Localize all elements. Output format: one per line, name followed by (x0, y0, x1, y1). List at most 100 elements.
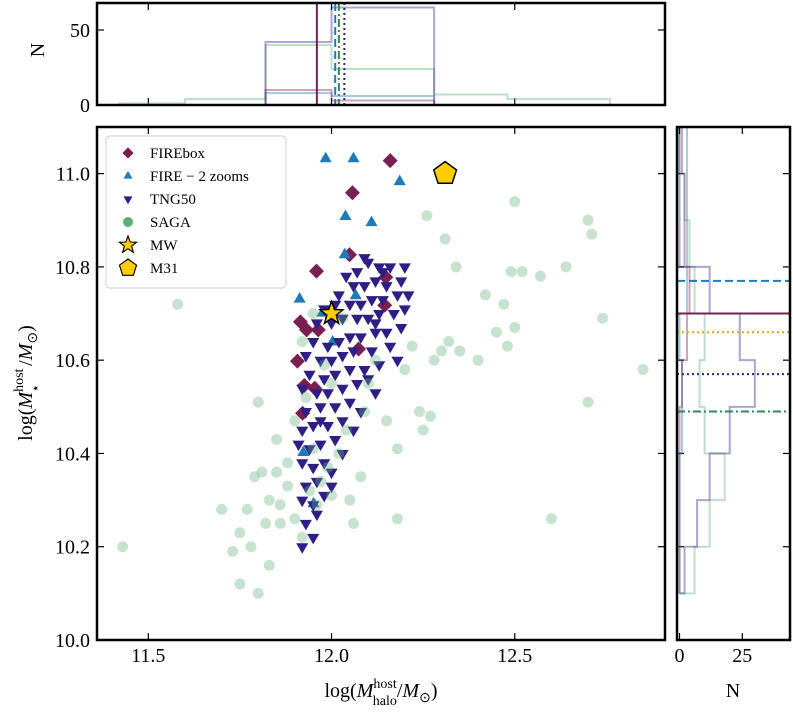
point (256, 466, 268, 478)
top-y-label: N (27, 43, 49, 57)
point (296, 426, 309, 438)
point (332, 291, 345, 302)
point (310, 477, 323, 489)
point (282, 457, 294, 469)
label-part: M (401, 680, 420, 702)
point (450, 261, 462, 273)
point (325, 356, 338, 368)
y-tick-label: 10.4 (55, 443, 90, 465)
y-tick-label: 50 (70, 20, 90, 42)
point (347, 151, 360, 163)
point (318, 491, 331, 503)
x-tick-label: 0 (675, 645, 685, 667)
point (472, 354, 484, 366)
point (358, 282, 371, 293)
point (310, 389, 323, 400)
point (339, 209, 352, 220)
point (395, 277, 408, 288)
point (439, 233, 451, 245)
x-tick-label: 25 (732, 645, 752, 667)
point (271, 433, 283, 445)
point (365, 296, 378, 307)
x-tick-label: 12.0 (314, 645, 349, 667)
right-x-label: N (726, 680, 740, 702)
point (391, 513, 403, 525)
point (336, 352, 349, 363)
point (344, 185, 360, 201)
legend: FIREbox FIRE − 2 zooms TNG50 SAGA MW M31 (105, 135, 287, 289)
point (325, 482, 338, 494)
point (318, 299, 345, 326)
point (304, 485, 316, 497)
x-axis-label: log(Mhost halo/M⊙) (325, 677, 438, 709)
point (303, 445, 316, 456)
point (395, 324, 408, 335)
histogram (264, 92, 436, 105)
point (351, 380, 364, 391)
point (260, 517, 272, 529)
point (365, 215, 378, 227)
y-axis-label: log(Mhost ⋆/M⊙) (12, 325, 44, 441)
point (329, 370, 342, 382)
point (289, 513, 301, 525)
label-part: log( (325, 680, 358, 702)
point (299, 408, 312, 419)
point (326, 378, 338, 389)
point (311, 499, 323, 511)
point (582, 396, 594, 408)
point (318, 375, 331, 386)
point (307, 443, 319, 455)
point (443, 336, 455, 348)
point (296, 336, 308, 348)
legend-label: SAGA (150, 215, 191, 231)
point (338, 247, 351, 259)
point (216, 503, 228, 515)
point (263, 559, 275, 571)
point (336, 314, 349, 326)
point (307, 533, 320, 545)
point (318, 459, 331, 470)
point (241, 503, 253, 515)
point (117, 541, 129, 553)
point (391, 356, 404, 368)
x-tick-label: 11.5 (131, 645, 165, 667)
point (296, 459, 309, 470)
point (380, 328, 393, 340)
point (340, 424, 352, 436)
point (321, 342, 334, 354)
point (234, 578, 246, 590)
point (252, 396, 264, 408)
point (326, 489, 338, 501)
point (249, 471, 261, 483)
point (365, 347, 378, 358)
main-panel (117, 151, 649, 599)
point (349, 288, 362, 300)
axes-frame (675, 125, 792, 642)
axes-frame (95, 1, 667, 107)
point (343, 300, 356, 312)
point (234, 527, 246, 539)
point (637, 364, 649, 376)
legend-marker (117, 234, 139, 254)
point (358, 366, 371, 377)
point (337, 312, 349, 324)
label-part: M (15, 391, 37, 410)
label-part: / (15, 360, 37, 366)
point (172, 298, 184, 310)
point (362, 314, 375, 326)
point (319, 151, 332, 163)
point (307, 308, 319, 320)
point (296, 543, 309, 554)
legend-marker (118, 258, 138, 276)
point (299, 519, 312, 531)
point (314, 356, 327, 368)
point (343, 398, 356, 410)
point (271, 466, 283, 478)
histogram (678, 127, 756, 595)
point (354, 333, 367, 344)
y-tick-label: 10.8 (55, 257, 90, 279)
point (454, 345, 466, 357)
point (516, 266, 528, 278)
point (413, 405, 425, 417)
point (490, 326, 502, 338)
